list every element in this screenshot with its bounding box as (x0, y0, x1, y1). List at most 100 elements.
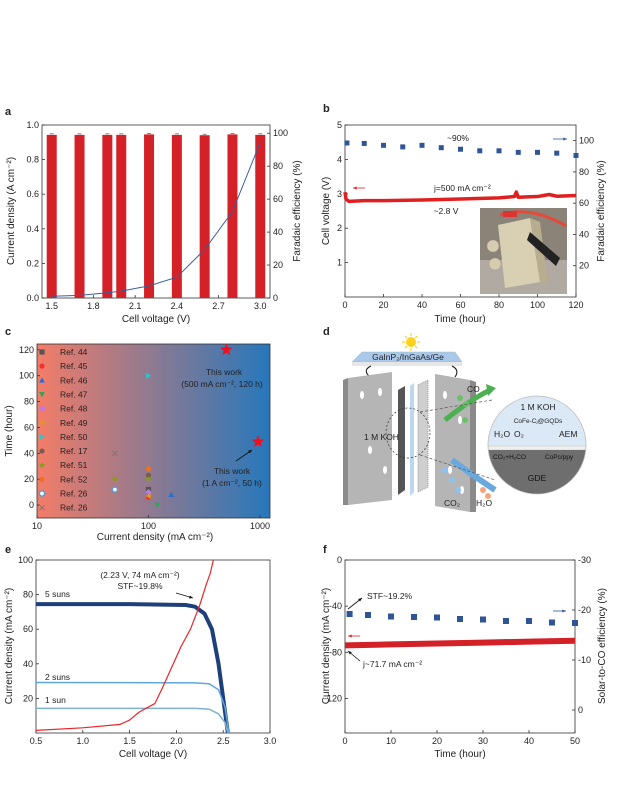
e-annotation-arrow (175, 592, 194, 599)
a-xlabel: Cell voltage (V) (122, 314, 190, 325)
a-y2-tick-label: 80 (273, 161, 283, 171)
f-y2label: Solar-to-CO efficiency (%) (597, 588, 608, 704)
f-x-tick-label: 30 (478, 736, 488, 746)
c-legend-label: Ref. 26 (60, 503, 88, 513)
e-ylabel: Current density (mA cm⁻²) (4, 588, 15, 704)
chart-b: 0 20 40 60 80 100 120 1 2 3 4 5 20 40 60 80 100 (337, 120, 594, 310)
e-y-tick-label: 60 (23, 624, 33, 634)
b-x-tick-label: 120 (568, 300, 583, 310)
b-x-tick-label: 40 (417, 300, 427, 310)
b-y-tick-label: 4 (337, 154, 342, 164)
c-point (154, 502, 161, 508)
b-y-tick-label: 3 (337, 189, 342, 199)
b-fe-point (496, 148, 502, 154)
electrolyte-label: 1 M KOH (364, 432, 399, 442)
e-label-2-suns: 2 suns (45, 672, 70, 682)
a-bar (46, 134, 57, 298)
inset-gde-label: GDE (528, 473, 547, 483)
c-annotation-this-work-1: This work (206, 367, 243, 377)
e-label-5-suns: 5 suns (45, 589, 70, 599)
b-fe-point (381, 142, 386, 148)
c-legend-marker (39, 476, 45, 482)
b-y2-tick-label: 40 (579, 229, 589, 239)
panel-label-b: b (323, 103, 330, 115)
c-point (251, 435, 265, 448)
f-stf-point (434, 614, 440, 621)
b-fe-point (515, 149, 521, 155)
e-annotation-stf: STF~19.8% (117, 581, 163, 591)
c-plot-frame (36, 343, 271, 519)
b-x-tick-label: 60 (455, 300, 465, 310)
gas-diffusion-electrode (417, 379, 429, 493)
b-fe-point (458, 146, 463, 152)
c-point (146, 372, 152, 379)
membrane (410, 383, 414, 496)
c-y-tick-label: 20 (24, 474, 34, 484)
chart-c: 10 100 1000 0 20 40 60 80 100 120 Ref. 44 Ref. 45 Re… (19, 343, 271, 531)
c-legend-marker (39, 448, 45, 454)
c-legend-marker (39, 419, 45, 426)
e-x-tick-label: 1.5 (123, 736, 136, 746)
a-plot-frame (41, 124, 271, 299)
c-legend-marker (39, 377, 45, 383)
c-y-tick-label: 60 (24, 422, 34, 432)
a-x-tick-label: 2.1 (129, 301, 142, 311)
a-x-tick-label: 3.0 (254, 301, 267, 311)
a-bar (144, 134, 155, 298)
c-legend-marker (38, 405, 46, 412)
a-y2-tick-label: 0 (273, 293, 278, 303)
c-ylabel: Time (hour) (4, 405, 15, 456)
f-stf-point (365, 612, 371, 618)
inset-h2o-label: H₂O (494, 429, 510, 439)
a-y2label: Faradaic efficiency (%) (292, 160, 303, 262)
c-legend-label: Ref. 47 (60, 389, 88, 399)
b-left-axis-arrow (353, 186, 365, 190)
f-x-tick-label: 0 (342, 736, 347, 746)
c-legend-marker (38, 461, 46, 468)
a-y-tick-label: 1.0 (26, 120, 39, 130)
device-schematic: GaInP₂/InGaAs/Ge CO 1 M KOH CO₂ H₂O (343, 333, 587, 512)
panel-label-e: e (5, 544, 11, 556)
charts: 1.5 1.8 2.1 2.4 2.7 3.00.00.20.40.60.81.00204… (18, 120, 594, 746)
b-fe-point (361, 140, 367, 146)
c-legend-marker-stroke (39, 504, 45, 511)
electrolyzer-photo (480, 208, 567, 294)
b-x-tick-label: 100 (530, 300, 545, 310)
f-stf-point (388, 613, 394, 620)
c-legend-marker (38, 490, 46, 497)
b-y2-tick-label: 80 (579, 167, 589, 177)
a-ylabel: Current density (A cm⁻²) (6, 157, 17, 265)
f-y-tick-label: -40 (329, 601, 342, 611)
inset-reaction-label: CO₂+H₂CO (493, 454, 526, 461)
panel-label-d: d (323, 326, 330, 338)
f-x-tick-label: 50 (570, 736, 580, 746)
f-current-arrow-head (348, 651, 352, 655)
c-legend-marker (39, 434, 45, 440)
c-y-tick-label: 100 (19, 371, 34, 381)
e-xlabel: Cell voltage (V) (119, 749, 187, 760)
panel-label-f: f (323, 544, 327, 556)
e-x-tick-label: 0.5 (30, 736, 43, 746)
f-x-tick-label: 40 (524, 736, 534, 746)
a-y2-tick-label: 60 (273, 194, 283, 204)
c-y-tick-label: 0 (29, 500, 34, 510)
f-stf-point (572, 620, 578, 626)
f-y2-tick-label: -20 (578, 605, 591, 615)
b-fe-point (400, 144, 406, 150)
f-right-axis-arrow-head (562, 609, 566, 613)
e-y-tick-label: 40 (23, 659, 33, 669)
b-x-tick-label: 0 (342, 300, 347, 310)
f-stf-arrow-head (358, 598, 362, 602)
b-fe-point (477, 148, 483, 154)
a-y-tick-label: 0.8 (26, 155, 39, 165)
f-x-tick-label: 20 (432, 736, 442, 746)
c-point (145, 493, 151, 499)
c-legend-marker (39, 504, 45, 511)
f-annotation-current: j~71.7 mA cm⁻² (362, 659, 422, 669)
c-point (145, 466, 152, 472)
c-background-gradient (37, 344, 270, 518)
e-x-tick-label: 2.0 (170, 736, 183, 746)
a-y-tick-label: 0.2 (26, 258, 39, 268)
f-plot-frame (344, 559, 576, 734)
